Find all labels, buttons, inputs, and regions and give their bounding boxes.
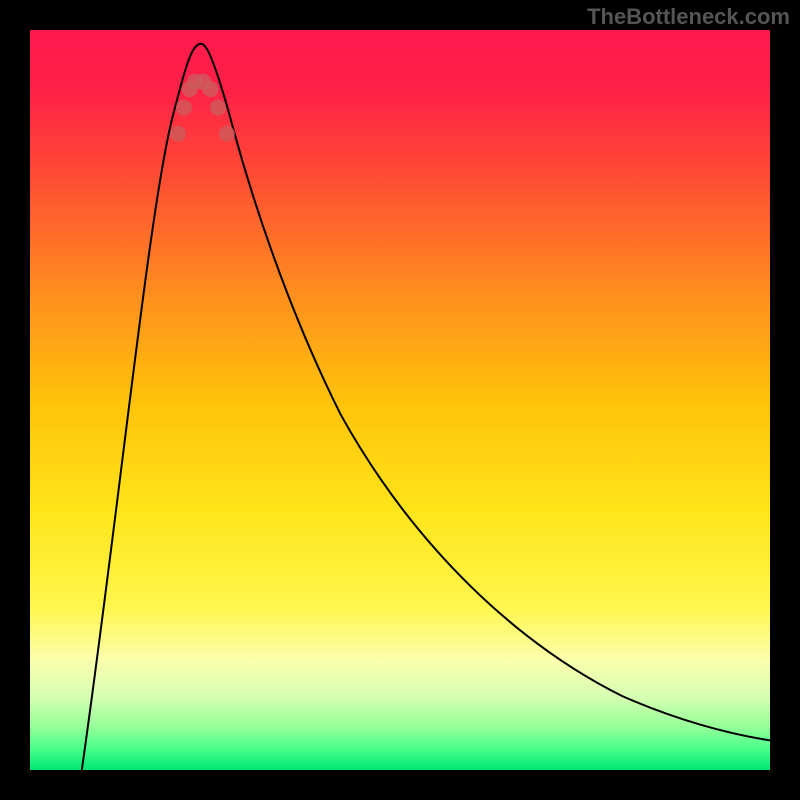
curve-marker — [210, 100, 226, 116]
bottleneck-curve — [82, 44, 770, 770]
curve-layer — [30, 30, 770, 770]
marker-group — [170, 74, 235, 142]
curve-marker — [219, 126, 235, 142]
curve-marker — [176, 100, 192, 116]
curve-marker — [203, 81, 219, 97]
plot-area — [30, 30, 770, 770]
chart-root: TheBottleneck.com — [0, 0, 800, 800]
curve-marker — [170, 126, 186, 142]
watermark-text: TheBottleneck.com — [587, 4, 790, 30]
